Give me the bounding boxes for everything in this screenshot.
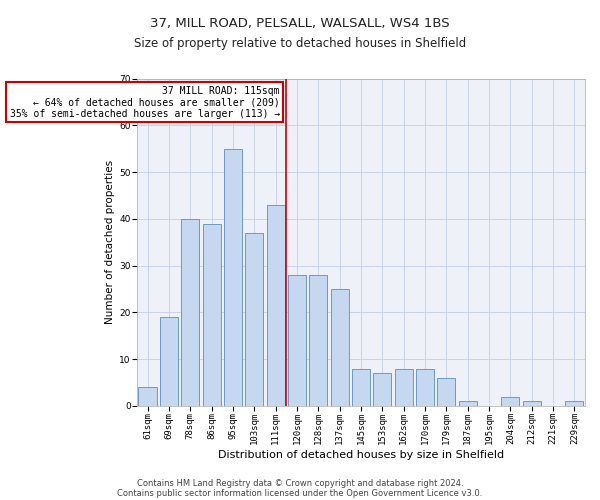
Bar [203,224,221,406]
Bar [245,233,263,406]
Text: Contains public sector information licensed under the Open Government Licence v3: Contains public sector information licen… [118,488,482,498]
Bar [395,368,413,406]
Text: 37, MILL ROAD, PELSALL, WALSALL, WS4 1BS: 37, MILL ROAD, PELSALL, WALSALL, WS4 1BS [150,18,450,30]
Bar [416,368,434,406]
Bar [181,219,199,406]
Bar [373,373,391,406]
Bar [331,289,349,406]
Bar [352,368,370,406]
Bar [501,396,520,406]
Bar [139,387,157,406]
Bar [309,275,328,406]
Bar [266,205,284,406]
Bar [523,402,541,406]
Bar [224,148,242,406]
Text: Size of property relative to detached houses in Shelfield: Size of property relative to detached ho… [134,38,466,51]
Bar [288,275,306,406]
X-axis label: Distribution of detached houses by size in Shelfield: Distribution of detached houses by size … [218,450,504,460]
Bar [565,402,583,406]
Text: Contains HM Land Registry data © Crown copyright and database right 2024.: Contains HM Land Registry data © Crown c… [137,478,463,488]
Bar [160,317,178,406]
Bar [458,402,477,406]
Text: 37 MILL ROAD: 115sqm
← 64% of detached houses are smaller (209)
35% of semi-deta: 37 MILL ROAD: 115sqm ← 64% of detached h… [10,86,280,118]
Bar [437,378,455,406]
Y-axis label: Number of detached properties: Number of detached properties [105,160,115,324]
